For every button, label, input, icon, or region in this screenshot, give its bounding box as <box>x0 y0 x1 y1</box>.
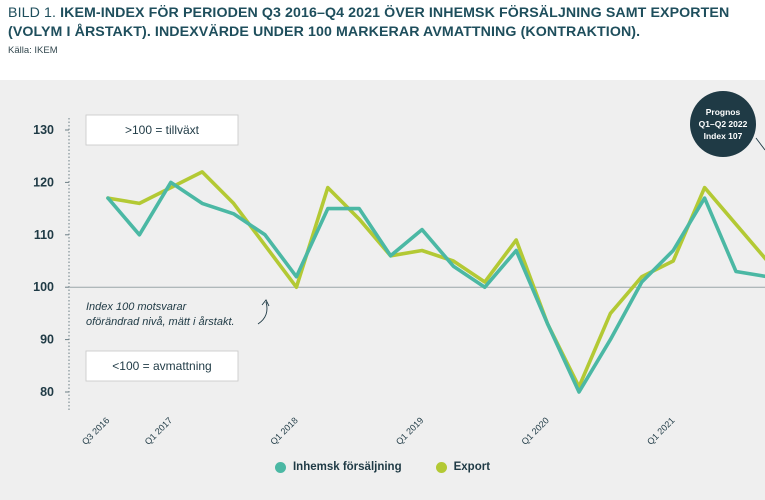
legend-item-inhemsk: Inhemsk försäljning <box>274 461 402 473</box>
x-tick-label: Q1 2021 <box>645 415 676 446</box>
x-tick-label: Q1 2017 <box>143 415 174 446</box>
x-tick-label: Q1 2019 <box>394 415 425 446</box>
legend-swatch-export <box>435 461 447 473</box>
legend-label-export: Export <box>453 461 491 473</box>
note-line-2: oförändrad nivå, mätt i årstakt. <box>86 316 235 328</box>
y-tick-label-90: 90 <box>40 333 54 347</box>
y-tick-label-130: 130 <box>33 123 54 137</box>
series-line-export <box>106 170 765 389</box>
series-line-inhemsk <box>106 180 765 394</box>
contraction-box <box>85 350 239 382</box>
source-label: Källa: IKEM <box>8 45 58 56</box>
y-tick-label-120: 120 <box>33 175 54 189</box>
y-tick-label-100: 100 <box>33 280 54 294</box>
figure-title: BILD 1. IKEM-INDEX FÖR PERIODEN Q3 2016–… <box>8 4 758 42</box>
growth-box <box>85 114 239 146</box>
x-tick-label: Q1 2018 <box>268 415 299 446</box>
forecast-badge <box>690 91 756 157</box>
note-arrow <box>257 301 268 325</box>
contraction-box-label: <100 = avmattning <box>112 359 211 373</box>
x-tick-label: Q1 2020 <box>520 415 551 446</box>
legend-swatch-inhemsk <box>274 461 286 473</box>
header: BILD 1. IKEM-INDEX FÖR PERIODEN Q3 2016–… <box>8 4 758 56</box>
figure-label: BILD 1. <box>8 5 57 21</box>
figure-title-line1: IKEM-INDEX FÖR PERIODEN Q3 2016–Q4 2021 … <box>60 5 730 21</box>
forecast-pointer <box>755 137 765 151</box>
forecast-label-2: Q1–Q2 2022 <box>699 119 748 129</box>
x-tick-label: Q3 2016 <box>80 415 111 446</box>
growth-box-label: >100 = tillväxt <box>125 123 200 137</box>
y-tick-label-80: 80 <box>40 385 54 399</box>
legend-item-export: Export <box>435 461 491 473</box>
legend-label-inhemsk: Inhemsk försäljning <box>292 461 402 473</box>
note-arrow-head <box>261 299 270 307</box>
forecast-label-1: Prognos <box>706 107 741 117</box>
legend: Inhemsk försäljning Export <box>0 461 765 473</box>
note-line-1: Index 100 motsvarar <box>86 301 188 313</box>
forecast-label-3: Index 107 <box>704 131 743 141</box>
figure-title-line2: (VOLYM I ÅRSTAKT). INDEXVÄRDE UNDER 100 … <box>8 24 641 40</box>
y-tick-label-110: 110 <box>34 228 54 242</box>
